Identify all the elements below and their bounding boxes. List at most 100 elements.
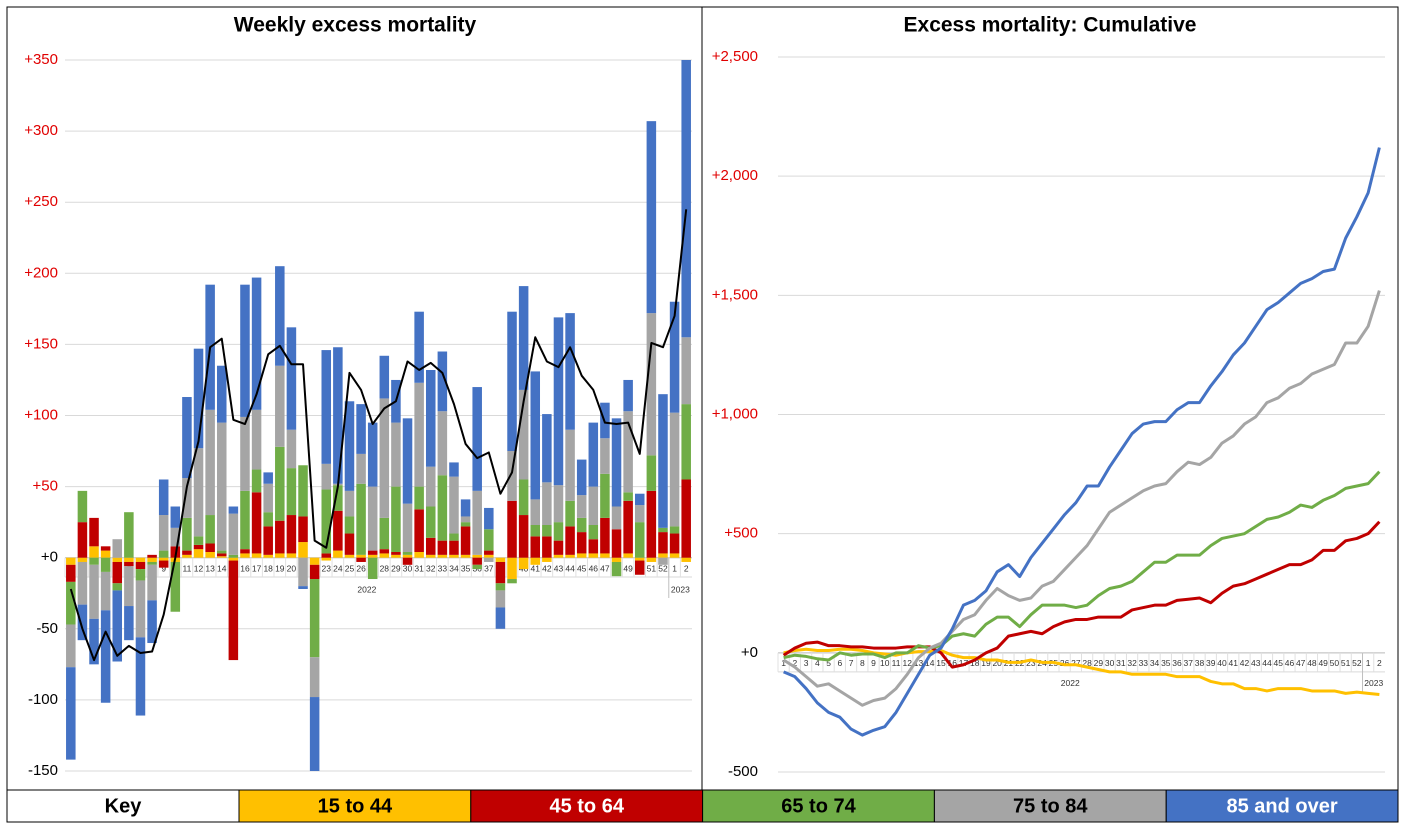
bar-segment	[681, 479, 691, 558]
x-tick-label: 50	[1330, 658, 1340, 668]
y-tick-label: +200	[24, 264, 58, 281]
bar-segment	[623, 411, 633, 493]
bar-segment	[669, 553, 680, 558]
y-tick-label: +50	[33, 478, 58, 495]
bar-segment	[240, 284, 250, 417]
x-tick-label: 41	[531, 563, 541, 573]
bar-segment	[112, 590, 123, 662]
bar-segment	[77, 561, 88, 605]
bar-segment	[518, 389, 529, 480]
bar-segment	[367, 557, 378, 580]
x-tick-label: 5	[826, 658, 831, 668]
bar-segment	[600, 553, 610, 558]
bar-segment	[553, 554, 564, 558]
x-tick-label: 26	[356, 563, 366, 573]
y-tick-label: -100	[28, 691, 58, 708]
bar-segment	[309, 557, 320, 565]
x-tick-label: 48	[1307, 658, 1317, 668]
bar-segment	[100, 571, 111, 611]
bar-segment	[344, 516, 355, 534]
x-tick-label: 28	[1082, 658, 1092, 668]
x-tick-label: 41	[1229, 658, 1239, 668]
bar-segment	[472, 557, 482, 565]
x-tick-label: 30	[1105, 658, 1115, 668]
bar-segment	[170, 561, 181, 612]
x-tick-label: 52	[1352, 658, 1362, 668]
bar-segment	[147, 564, 157, 601]
legend-title-cell	[6, 789, 240, 823]
x-tick-label: 7	[849, 658, 854, 668]
bar-segment	[611, 529, 622, 558]
legend-swatch	[702, 789, 935, 823]
bar-segment	[216, 365, 227, 423]
bar-segment	[611, 418, 622, 507]
y-tick-label: +2,000	[712, 167, 758, 184]
x-tick-label: 51	[647, 563, 657, 573]
bar-segment	[391, 422, 401, 487]
bar-segment	[507, 311, 517, 452]
bar-segment	[449, 533, 459, 541]
bar-segment	[147, 554, 157, 558]
bar-segment	[124, 566, 134, 607]
x-tick-label: 44	[1262, 658, 1272, 668]
bar-segment	[193, 549, 204, 558]
bar-segment	[263, 512, 273, 527]
x-tick-label: 45	[1273, 658, 1283, 668]
bar-segment	[530, 557, 541, 565]
bar-segment	[251, 553, 262, 558]
bar-segment	[193, 544, 204, 550]
bar-segment	[437, 475, 448, 541]
x-tick-label: 25	[345, 563, 355, 573]
bar-segment	[263, 554, 273, 558]
bar-segment	[484, 557, 494, 562]
bar-segment	[507, 579, 517, 584]
bar-segment	[681, 557, 691, 562]
bar-segment	[437, 411, 448, 476]
y-tick-label: +500	[724, 525, 758, 542]
bar-segment	[542, 536, 552, 558]
bar-segment	[658, 557, 668, 565]
y-tick-label: +1,000	[712, 405, 758, 422]
x-tick-label: 42	[542, 563, 552, 573]
x-tick-label: 32	[1127, 658, 1137, 668]
bar-segment	[205, 543, 215, 553]
bar-segment	[460, 522, 471, 527]
bar-segment	[89, 557, 99, 565]
bar-segment	[66, 564, 76, 582]
bar-segment	[391, 486, 401, 553]
bar-segment	[634, 522, 645, 558]
bar-segment	[600, 438, 610, 474]
y-tick-label: +300	[24, 122, 58, 139]
bar-segment	[495, 607, 506, 629]
x-group-label: 2023	[671, 584, 690, 594]
x-tick-label: 46	[1285, 658, 1295, 668]
x-tick-label: 14	[925, 658, 935, 668]
bar-segment	[182, 478, 192, 518]
x-tick-label: 40	[1217, 658, 1227, 668]
bar-segment	[216, 550, 227, 554]
bar-segment	[89, 564, 99, 619]
bar-segment	[356, 557, 366, 562]
y-tick-label: +0	[41, 549, 58, 566]
bar-segment	[414, 382, 424, 487]
x-tick-label: 27	[1071, 658, 1081, 668]
bar-segment	[182, 397, 192, 479]
bar-segment	[135, 557, 146, 562]
bar-segment	[356, 554, 366, 558]
x-tick-label: 23	[1026, 658, 1036, 668]
bar-segment	[344, 554, 355, 558]
x-tick-label: 46	[589, 563, 599, 573]
bar-segment	[193, 536, 204, 545]
bar-segment	[367, 422, 378, 487]
bar-segment	[553, 540, 564, 555]
bar-segment	[623, 500, 633, 554]
bar-segment	[100, 546, 111, 551]
series-line	[782, 520, 1381, 669]
x-tick-label: 33	[1139, 658, 1149, 668]
bar-segment	[646, 455, 657, 491]
bar-segment	[425, 369, 436, 467]
bar-segment	[449, 476, 459, 534]
bar-segment	[112, 583, 123, 591]
x-tick-label: 1	[781, 658, 786, 668]
bar-segment	[158, 550, 169, 558]
